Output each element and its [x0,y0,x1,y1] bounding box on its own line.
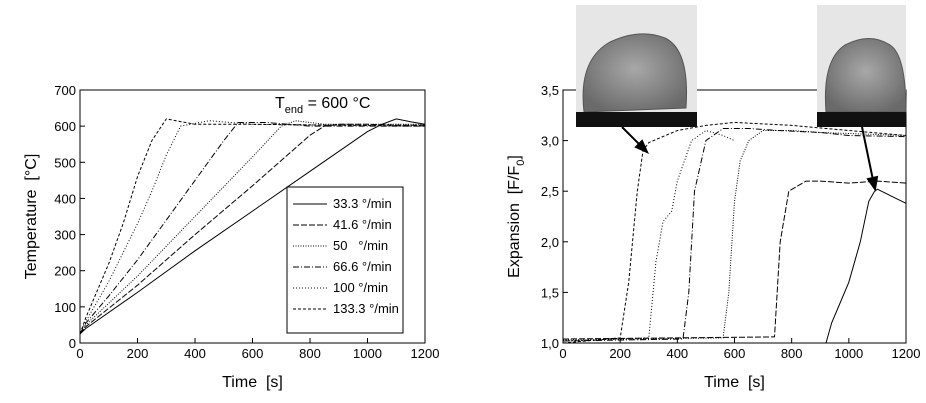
series-line [562,121,907,344]
series-line [79,123,425,335]
photo-right [817,5,907,127]
x-tick-label: 800 [299,346,321,361]
y-tick-label: 600 [54,119,76,134]
y-tick-label: 400 [54,191,76,206]
y-tick-label: 3,5 [541,83,559,98]
x-tick-label: 200 [609,346,631,361]
label-main: Expansion [F/F [506,166,523,278]
series-line [563,188,907,344]
x-tick-label: 1200 [892,346,921,361]
x-tick-label: 1000 [834,346,863,361]
series-line [79,118,426,335]
y-tick-label: 200 [54,264,76,279]
y-tick-label: 3,0 [541,134,559,149]
label-sub: end [285,104,303,116]
x-tick-label: 600 [242,346,264,361]
arrows [621,126,879,192]
series-line [562,129,735,342]
panel: 0 200 400 600 800 1000 1200 0 100 200 300 400 500 600… [23,83,439,391]
x-tick-label: 400 [184,346,206,361]
x-tick-label: 800 [781,346,803,361]
label-sub: 0 [515,160,527,166]
photo-left [576,5,697,127]
y-tick-label: 300 [54,228,76,243]
series-line [562,130,907,341]
legend-label: 133.3 °/min [333,301,399,316]
label-rest: ] [506,155,523,159]
legend-box [286,186,404,334]
x-tick-label: 0 [76,346,83,361]
panel: 0 200 400 600 800 1000 1200 1,0 1,5 2,0 2,5 3,0 3,5 T… [506,83,920,391]
x-tick-label: 0 [559,346,566,361]
plot-frame [562,89,907,344]
y-tick-label: 1,0 [541,336,559,351]
x-tick-label: 1200 [411,346,440,361]
x-tick-label: 200 [127,346,149,361]
legend-label: 41.6 °/min [333,217,392,232]
legend-label: 100 °/min [333,280,388,295]
annotation: Tend = 600 °C [275,95,370,116]
y-tick-label: 700 [54,83,76,98]
series-line [79,120,425,335]
y-axis-label: Expansion [F/F0] [506,155,527,278]
series-line [562,128,907,342]
y-tick-label: 1,5 [541,285,559,300]
x-tick-label: 400 [666,346,688,361]
label-rest: = 600 °C [303,95,370,112]
y-axis-label: Temperature [°C] [23,154,40,280]
x-axis-label: Time [s] [704,374,765,391]
series-line [562,180,907,340]
legend-label: 50 °/min [333,238,388,253]
series-line [79,122,425,335]
series-line [79,118,426,335]
y-tick-label: 100 [54,300,76,315]
x-axis-label: Time [s] [222,374,283,391]
y-tick-label: 0 [69,336,76,351]
y-tick-label: 2,5 [541,184,559,199]
label-main: T [275,95,285,112]
y-tick-label: 2,0 [541,235,559,250]
x-tick-label: 1000 [353,346,382,361]
legend-label: 66.6 °/min [333,259,392,274]
legend-label: 33.3 °/min [333,196,392,211]
x-tick-label: 600 [724,346,746,361]
y-tick-label: 500 [54,155,76,170]
